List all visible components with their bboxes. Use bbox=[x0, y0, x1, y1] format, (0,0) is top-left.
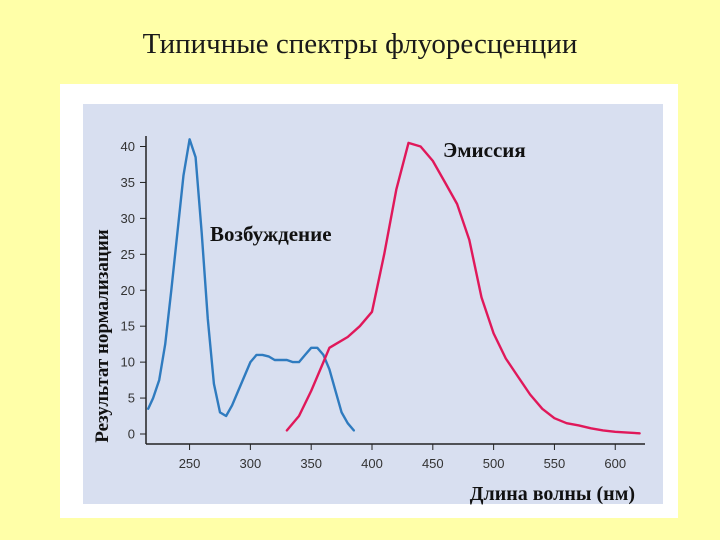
y-tick-label-5: 5 bbox=[128, 391, 135, 406]
series-label-emission: Эмиссия bbox=[443, 138, 526, 162]
x-tick-label-450: 450 bbox=[422, 456, 444, 471]
y-axis-label: Результат нормализации bbox=[92, 229, 113, 443]
series-line-excitation bbox=[147, 138, 355, 432]
slide-title: Типичные спектры флуоресценции bbox=[142, 28, 578, 60]
y-tick-label-35: 35 bbox=[121, 175, 135, 190]
series-line-emission bbox=[285, 141, 641, 435]
x-tick-label-250: 250 bbox=[179, 456, 201, 471]
x-tick-label-600: 600 bbox=[604, 456, 626, 471]
y-tick-label-20: 20 bbox=[121, 283, 135, 298]
x-tick-label-300: 300 bbox=[240, 456, 262, 471]
x-tick-label-500: 500 bbox=[483, 456, 505, 471]
x-tick-label-550: 550 bbox=[544, 456, 566, 471]
y-tick-label-40: 40 bbox=[121, 139, 135, 154]
x-tick-label-400: 400 bbox=[361, 456, 383, 471]
series-label-excitation: Возбуждение bbox=[210, 222, 332, 246]
y-tick-label-15: 15 bbox=[121, 319, 135, 334]
chart-card: 0 5 10 15 20 25 30 35 40 250 300 350 400 450 500 550 600… bbox=[60, 84, 678, 518]
y-tick-label-25: 25 bbox=[121, 247, 135, 262]
series-layer bbox=[147, 138, 641, 435]
x-axis-label: Длина волны (нм) bbox=[470, 483, 635, 505]
x-tick-label-350: 350 bbox=[300, 456, 322, 471]
axes: 0 5 10 15 20 25 30 35 40 250 300 350 400 450 500 550 600 bbox=[121, 136, 645, 471]
fluorescence-spectra-chart: 0 5 10 15 20 25 30 35 40 250 300 350 400 450 500 550 600… bbox=[83, 104, 663, 505]
y-tick-label-0: 0 bbox=[128, 427, 135, 442]
y-tick-label-30: 30 bbox=[121, 211, 135, 226]
y-tick-label-10: 10 bbox=[121, 355, 135, 370]
